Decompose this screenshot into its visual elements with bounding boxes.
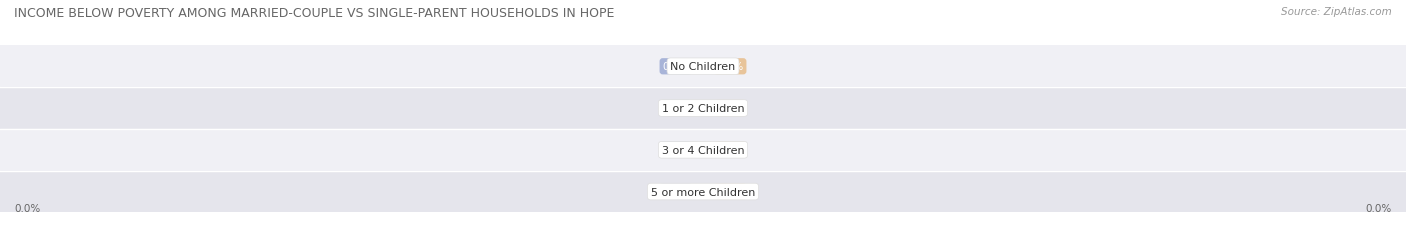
Text: INCOME BELOW POVERTY AMONG MARRIED-COUPLE VS SINGLE-PARENT HOUSEHOLDS IN HOPE: INCOME BELOW POVERTY AMONG MARRIED-COUPL…: [14, 7, 614, 20]
Text: 0.0%: 0.0%: [14, 203, 41, 213]
Bar: [0, 46, 1406, 88]
Text: 0.0%: 0.0%: [1365, 203, 1392, 213]
Bar: [0, 129, 1406, 171]
Text: 5 or more Children: 5 or more Children: [651, 187, 755, 197]
Text: 0.0%: 0.0%: [662, 103, 689, 114]
Text: 0.0%: 0.0%: [662, 62, 689, 72]
Text: 0.0%: 0.0%: [717, 62, 744, 72]
Bar: [0, 88, 1406, 129]
Text: No Children: No Children: [671, 62, 735, 72]
Bar: [0, 171, 1406, 213]
Text: Source: ZipAtlas.com: Source: ZipAtlas.com: [1281, 7, 1392, 17]
Text: 1 or 2 Children: 1 or 2 Children: [662, 103, 744, 114]
Text: 0.0%: 0.0%: [717, 103, 744, 114]
Text: 3 or 4 Children: 3 or 4 Children: [662, 145, 744, 155]
Text: 0.0%: 0.0%: [717, 145, 744, 155]
Text: 0.0%: 0.0%: [662, 145, 689, 155]
Text: 0.0%: 0.0%: [662, 187, 689, 197]
Text: 0.0%: 0.0%: [717, 187, 744, 197]
